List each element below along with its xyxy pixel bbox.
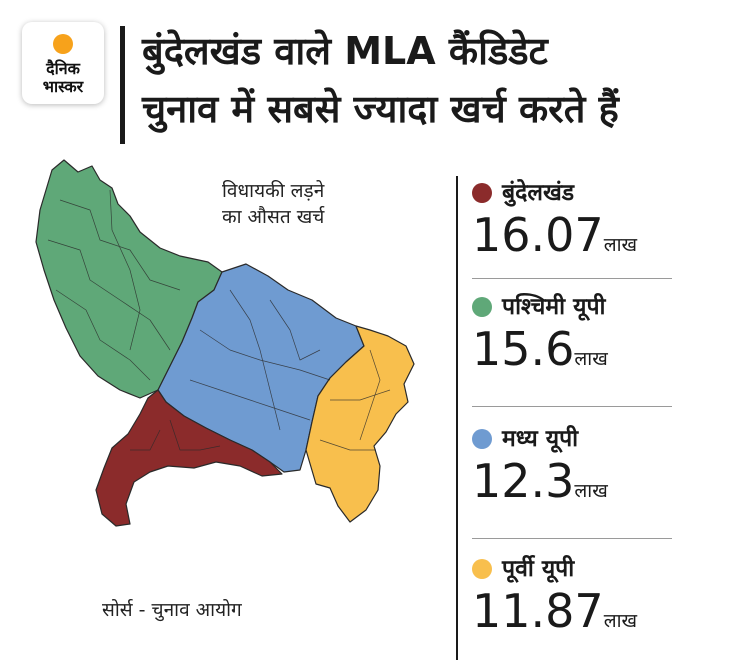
legend-item-name: पूर्वी यूपी xyxy=(472,554,672,584)
legend-item-pashchimi-up: पश्चिमी यूपी 15.6लाख xyxy=(472,292,672,374)
legend-label: पूर्वी यूपी xyxy=(502,556,575,582)
legend-separator xyxy=(472,538,672,539)
legend-number: 16.07 xyxy=(472,208,604,262)
headline: बुंदेलखंड वाले MLA कैंडिडेट चुनाव में सब… xyxy=(142,22,619,138)
legend-item-name: मध्य यूपी xyxy=(472,424,672,454)
region-purvi-up xyxy=(305,325,415,523)
legend-number: 12.3 xyxy=(472,454,575,508)
headline-line2: चुनाव में सबसे ज्यादा खर्च करते हैं xyxy=(142,87,619,131)
legend-value: 16.07लाख xyxy=(472,210,672,260)
sun-icon xyxy=(53,34,73,54)
headline-line1: बुंदेलखंड वाले MLA कैंडिडेट xyxy=(142,29,548,73)
legend-unit: लाख xyxy=(574,480,608,502)
legend-item-name: पश्चिमी यूपी xyxy=(472,292,672,322)
legend-number: 15.6 xyxy=(472,322,575,376)
source-note: सोर्स - चुनाव आयोग xyxy=(102,599,242,621)
map-caption: विधायकी लड़ने का औसत खर्च xyxy=(222,178,324,230)
circle-icon xyxy=(472,183,492,203)
uttar-pradesh-map xyxy=(35,159,415,527)
circle-icon xyxy=(472,297,492,317)
region-madhya-up xyxy=(157,263,365,473)
legend-item-purvi-up: पूर्वी यूपी 11.87लाख xyxy=(472,554,672,636)
legend-separator xyxy=(472,406,672,407)
legend-unit: लाख xyxy=(574,348,608,370)
circle-icon xyxy=(472,429,492,449)
legend-label: मध्य यूपी xyxy=(502,426,579,452)
map-caption-line2: का औसत खर्च xyxy=(222,206,325,228)
map-caption-line1: विधायकी लड़ने xyxy=(222,180,325,202)
legend-value: 12.3लाख xyxy=(472,456,672,506)
legend-item-bundelkhand: बुंदेलखंड 16.07लाख xyxy=(472,178,672,260)
legend-separator xyxy=(472,278,672,279)
logo-text-line2: भास्कर xyxy=(42,77,84,96)
legend-number: 11.87 xyxy=(472,584,604,638)
legend-label: पश्चिमी यूपी xyxy=(502,294,606,320)
legend-unit: लाख xyxy=(603,610,638,632)
legend-unit: लाख xyxy=(603,234,638,256)
legend-label: बुंदेलखंड xyxy=(502,180,575,206)
circle-icon xyxy=(472,559,492,579)
region-bundelkhand xyxy=(95,389,283,527)
legend-value: 11.87लाख xyxy=(472,586,672,636)
title-accent-bar xyxy=(120,26,125,144)
legend-item-madhya-up: मध्य यूपी 12.3लाख xyxy=(472,424,672,506)
dainik-bhaskar-logo: दैनिक भास्कर xyxy=(22,22,104,104)
legend-item-name: बुंदेलखंड xyxy=(472,178,672,208)
logo-text-line1: दैनिक xyxy=(46,59,80,78)
legend-value: 15.6लाख xyxy=(472,324,672,374)
legend-divider xyxy=(456,176,458,660)
